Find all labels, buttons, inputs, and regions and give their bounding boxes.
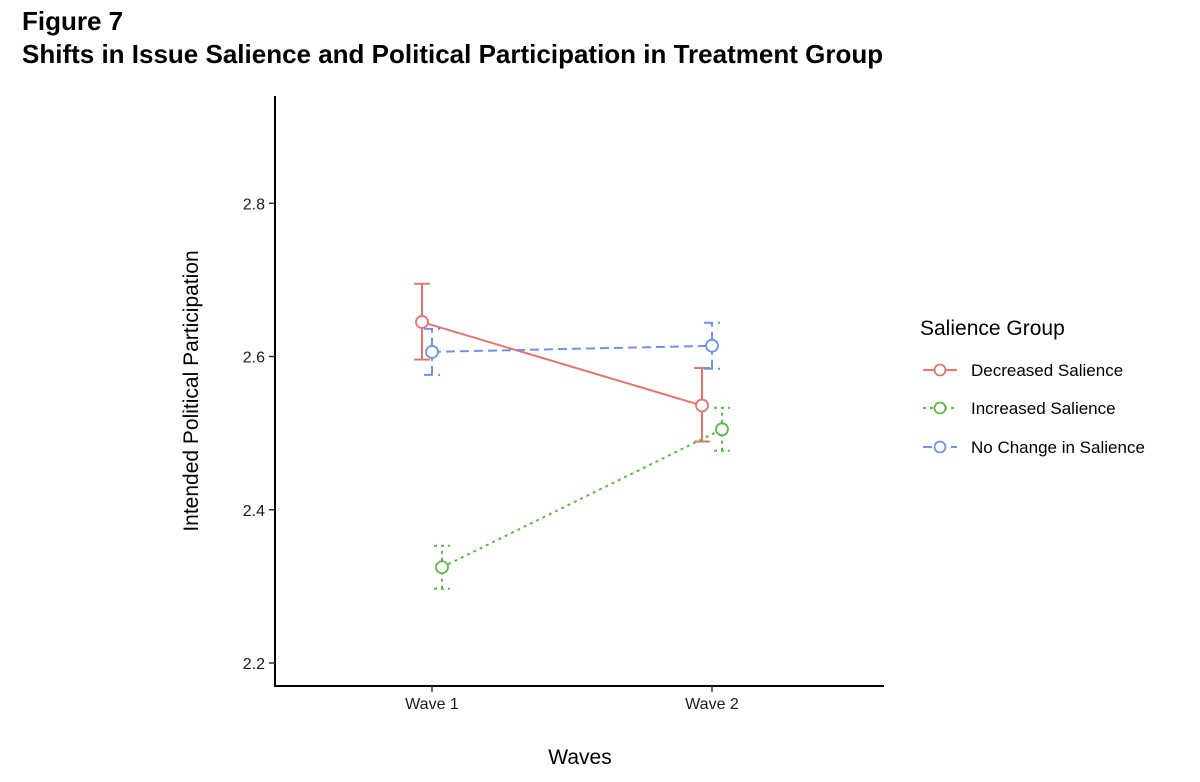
series-line [431,344,713,353]
legend: Salience Group Decreased Salience Increas… [920,317,1145,457]
x-axis-title: Waves [548,746,611,769]
x-tick-label: Wave 2 [685,696,739,713]
series-2 [424,321,720,376]
y-ticks: 2.2 2.4 2.6 2.8 [243,196,275,673]
figure-label: Figure 7 [22,6,124,36]
y-axis-title: Intended Political Participation [180,250,203,531]
y-tick-label: 2.8 [243,196,265,213]
x-ticks: Wave 1 Wave 2 [405,686,739,713]
y-tick-label: 2.6 [243,350,265,367]
series-1 [434,406,730,590]
y-tick-label: 2.2 [243,656,265,673]
legend-item: No Change in Salience [923,438,1145,457]
legend-key-point [933,363,947,377]
legend-item: Decreased Salience [923,361,1123,380]
legend-item: Increased Salience [923,399,1116,418]
data-point [695,398,709,413]
legend-label: No Change in Salience [971,438,1145,457]
axes [274,96,884,687]
legend-label: Increased Salience [971,399,1116,418]
data-point [425,345,439,359]
legend-title: Salience Group [920,317,1065,340]
series-line [421,321,703,407]
legend-label: Decreased Salience [971,361,1123,380]
series-line [441,428,723,569]
legend-key-point [933,440,947,454]
series-0 [414,282,710,443]
figure-title: Shifts in Issue Salience and Political P… [22,39,884,69]
x-tick-label: Wave 1 [405,696,459,713]
legend-key-point [933,401,947,415]
data-point [705,338,719,353]
data-point [715,422,729,437]
data-point [435,560,449,575]
data-point [415,315,429,329]
series-layer [414,282,730,590]
y-tick-label: 2.4 [243,503,265,520]
